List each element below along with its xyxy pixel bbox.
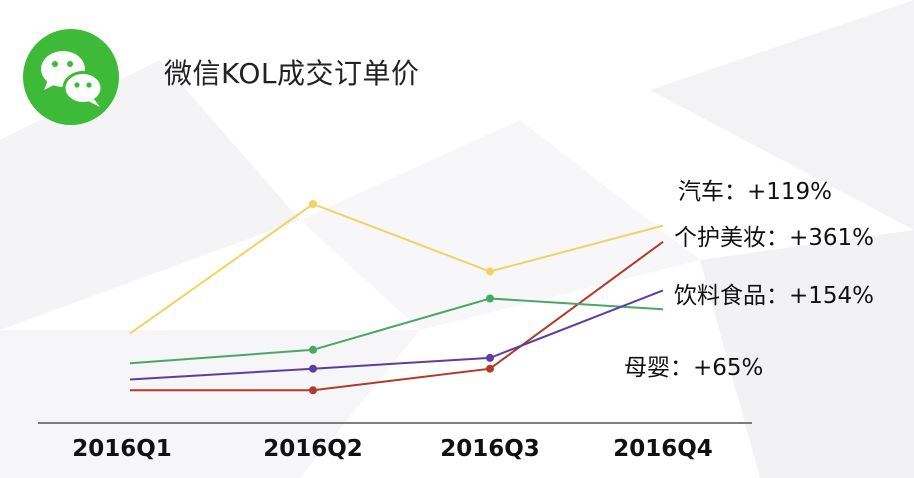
- series-label-baby: 母婴：+65%: [624, 355, 764, 381]
- data-point-baby: [309, 364, 317, 373]
- x-tick-label: 2016Q3: [440, 436, 540, 462]
- data-point-beverage: [486, 294, 494, 303]
- series-label-auto: 汽车：+119%: [678, 179, 833, 205]
- page-title: 微信KOL成交订单价: [164, 57, 420, 90]
- series-line-beverage: [129, 297, 664, 365]
- wechat-icon: [23, 29, 119, 125]
- data-point-auto: [486, 267, 494, 276]
- data-point-baby: [486, 353, 494, 362]
- series-label-beauty: 个护美妆：+361%: [674, 225, 875, 251]
- x-tick-label: 2016Q4: [613, 436, 713, 462]
- data-point-auto: [309, 200, 317, 208]
- wechat-logo: [22, 28, 120, 126]
- data-point-beauty: [309, 386, 317, 395]
- x-tick-label: 2016Q1: [72, 436, 172, 462]
- series-line-auto: [129, 202, 664, 335]
- x-tick-label: 2016Q2: [263, 436, 363, 462]
- series-line-baby: [129, 289, 664, 381]
- data-point-beverage: [309, 345, 317, 354]
- series-label-beverage: 饮料食品：+154%: [674, 283, 875, 309]
- series-line-beauty: [130, 240, 664, 392]
- data-point-beauty: [486, 364, 494, 373]
